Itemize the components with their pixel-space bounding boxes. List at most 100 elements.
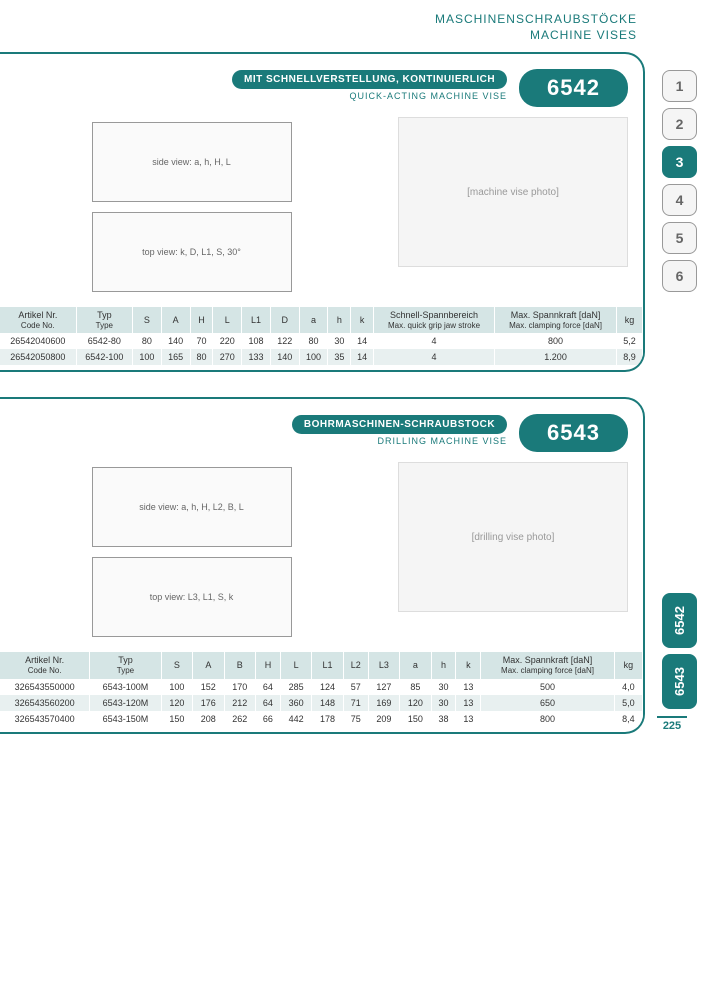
table-cell: 30 <box>431 679 456 695</box>
bottom-tab-6542[interactable]: 6542 <box>662 593 697 648</box>
product-badge: 6543 <box>519 414 628 452</box>
table-cell: 140 <box>161 333 190 349</box>
table-cell: 6542-100 <box>76 349 132 365</box>
section-title-de: BOHRMASCHINEN-SCHRAUBSTOCK <box>292 415 507 434</box>
table-cell: 30 <box>328 333 351 349</box>
side-tab-6[interactable]: 6 <box>662 260 697 292</box>
table-cell: 100 <box>161 679 192 695</box>
table-cell: 178 <box>312 711 343 727</box>
column-header: A <box>161 307 190 333</box>
table-cell: 6542-80 <box>76 333 132 349</box>
table-cell: 326543570400 <box>0 711 90 727</box>
side-tab-4[interactable]: 4 <box>662 184 697 216</box>
table-cell: 64 <box>256 679 281 695</box>
column-header: L1 <box>242 307 271 333</box>
table-cell: 5,2 <box>617 333 643 349</box>
table-cell: 26542040600 <box>0 333 76 349</box>
table-cell: 6543-120M <box>90 695 161 711</box>
table-cell: 64 <box>256 695 281 711</box>
spec-table: Artikel Nr.Code No.TypTypeSAHLL1DahkSchn… <box>0 307 643 365</box>
table-cell: 14 <box>351 333 374 349</box>
section-title-de: MIT SCHNELLVERSTELLUNG, KONTINUIERLICH <box>232 70 507 89</box>
table-cell: 270 <box>213 349 242 365</box>
table-cell: 13 <box>456 679 481 695</box>
section-title-en: DRILLING MACHINE VISE <box>292 436 507 446</box>
column-header: A <box>193 652 224 678</box>
column-header: H <box>190 307 213 333</box>
table-cell: 140 <box>270 349 299 365</box>
table-cell: 208 <box>193 711 224 727</box>
bottom-tabs: 6542 6543 <box>662 593 697 709</box>
side-tab-1[interactable]: 1 <box>662 70 697 102</box>
column-header: h <box>328 307 351 333</box>
table-cell: 14 <box>351 349 374 365</box>
column-header: k <box>351 307 374 333</box>
product-photo: [drilling vise photo] <box>398 462 628 612</box>
product-section-6542: MIT SCHNELLVERSTELLUNG, KONTINUIERLICH QU… <box>0 52 645 372</box>
table-cell: 100 <box>299 349 328 365</box>
column-header: kg <box>614 652 642 678</box>
table-cell: 124 <box>312 679 343 695</box>
column-header: L3 <box>368 652 399 678</box>
table-cell: 38 <box>431 711 456 727</box>
table-cell: 326543550000 <box>0 679 90 695</box>
table-row: 3265435500006543-100M1001521706428512457… <box>0 679 643 695</box>
column-header: L1 <box>312 652 343 678</box>
table-cell: 176 <box>193 695 224 711</box>
technical-drawing: side view: a, h, H, L2, B, Ltop view: L3… <box>0 462 383 642</box>
column-header: L2 <box>343 652 368 678</box>
header-en: MACHINE VISES <box>10 28 637 42</box>
column-header: Artikel Nr.Code No. <box>0 652 90 678</box>
table-cell: 100 <box>133 349 162 365</box>
table-cell: 5,0 <box>614 695 642 711</box>
column-header: L <box>213 307 242 333</box>
header-de: MASCHINENSCHRAUBSTÖCKE <box>10 12 637 26</box>
product-photo: [machine vise photo] <box>398 117 628 267</box>
table-cell: 80 <box>133 333 162 349</box>
table-cell: 165 <box>161 349 190 365</box>
table-cell: 13 <box>456 711 481 727</box>
table-row: 265420406006542-808014070220108122803014… <box>0 333 643 349</box>
table-cell: 8,4 <box>614 711 642 727</box>
side-tab-2[interactable]: 2 <box>662 108 697 140</box>
column-header: D <box>270 307 299 333</box>
column-header: a <box>299 307 328 333</box>
table-cell: 170 <box>224 679 255 695</box>
column-header: a <box>400 652 431 678</box>
table-cell: 80 <box>190 349 213 365</box>
table-cell: 70 <box>190 333 213 349</box>
table-cell: 80 <box>299 333 328 349</box>
table-cell: 57 <box>343 679 368 695</box>
table-cell: 150 <box>161 711 192 727</box>
table-cell: 360 <box>280 695 311 711</box>
table-cell: 30 <box>431 695 456 711</box>
table-cell: 133 <box>242 349 271 365</box>
table-cell: 108 <box>242 333 271 349</box>
column-header: B <box>224 652 255 678</box>
column-header: h <box>431 652 456 678</box>
product-badge: 6542 <box>519 69 628 107</box>
table-cell: 71 <box>343 695 368 711</box>
table-cell: 26542050800 <box>0 349 76 365</box>
table-cell: 122 <box>270 333 299 349</box>
column-header: k <box>456 652 481 678</box>
column-header: L <box>280 652 311 678</box>
table-cell: 6543-100M <box>90 679 161 695</box>
column-header: S <box>133 307 162 333</box>
bottom-tab-6543[interactable]: 6543 <box>662 654 697 709</box>
section-title-en: QUICK-ACTING MACHINE VISE <box>232 91 507 101</box>
table-cell: 800 <box>481 711 614 727</box>
side-tab-3[interactable]: 3 <box>662 146 697 178</box>
table-cell: 6543-150M <box>90 711 161 727</box>
table-cell: 150 <box>400 711 431 727</box>
table-cell: 650 <box>481 695 614 711</box>
column-header: TypType <box>76 307 132 333</box>
table-cell: 326543560200 <box>0 695 90 711</box>
column-header: Max. Spannkraft [daN]Max. clamping force… <box>495 307 617 333</box>
side-tab-5[interactable]: 5 <box>662 222 697 254</box>
column-header: Schnell-SpannbereichMax. quick grip jaw … <box>373 307 494 333</box>
table-row: 3265435704006543-150M1502082626644217875… <box>0 711 643 727</box>
column-header: S <box>161 652 192 678</box>
table-cell: 35 <box>328 349 351 365</box>
table-cell: 800 <box>495 333 617 349</box>
